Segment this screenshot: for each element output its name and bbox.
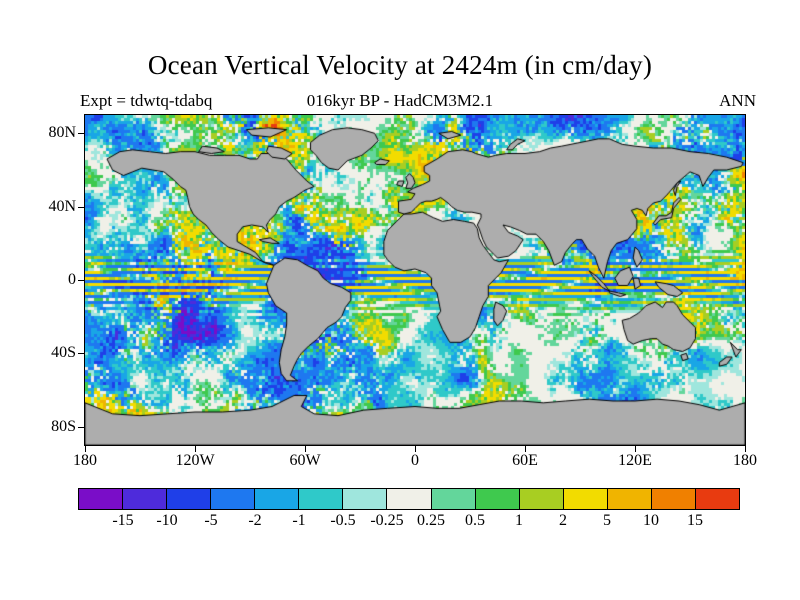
y-tick-label: 40N (48, 197, 76, 215)
colorbar-cell (211, 489, 256, 509)
colorbar-tick-label: -1 (292, 512, 306, 529)
colorbar-cell (475, 489, 520, 509)
colorbar-tick-label: 2 (559, 512, 567, 529)
experiment-label: Expt = tdwtq-tdabq (80, 91, 213, 110)
colorbar-tick-label: -10 (156, 512, 178, 529)
x-tick-label: 180 (733, 452, 757, 469)
colorbar-cell (431, 489, 476, 509)
colorbar-cell (255, 489, 300, 509)
season-label: ANN (719, 91, 756, 110)
y-tick-mark (78, 133, 84, 135)
colorbar-cell (387, 489, 432, 509)
map-canvas (85, 115, 745, 445)
map-frame (84, 114, 746, 446)
x-tick-label: 120E (618, 452, 652, 469)
colorbar-cell (343, 489, 388, 509)
colorbar-cell (695, 489, 739, 509)
y-tick-mark (78, 280, 84, 281)
colorbar-tick-label: 15 (687, 512, 703, 529)
colorbar-cell (607, 489, 652, 509)
x-tick-label: 0 (411, 452, 419, 469)
y-tick-label: 40S (51, 344, 76, 362)
colorbar-cell (79, 489, 124, 509)
colorbar-tick-label: -15 (112, 512, 134, 529)
y-tick-label: 80S (51, 417, 76, 435)
y-tick-label: 80N (48, 124, 76, 142)
colorbar-cell (563, 489, 608, 509)
colorbar-cell (651, 489, 696, 509)
colorbar-tick-label: -0.5 (330, 512, 356, 529)
x-tick-label: 180 (73, 452, 97, 469)
colorbar-tick-label: 0.5 (465, 512, 485, 529)
x-tick-label: 60E (512, 452, 538, 469)
y-tick-label: 0 (68, 271, 76, 288)
colorbar-tick-label: -0.25 (370, 512, 404, 529)
colorbar-tick-label: 5 (603, 512, 611, 529)
y-tick-mark (78, 426, 84, 428)
colorbar-cell (167, 489, 212, 509)
x-tick-mark (305, 446, 306, 452)
colorbar-cell (299, 489, 344, 509)
colorbar-tick-label: 1 (515, 512, 523, 529)
x-tick-mark (195, 446, 196, 452)
colorbar-tick-label: 10 (643, 512, 659, 529)
x-tick-label: 120W (175, 452, 215, 469)
colorbar-cell (123, 489, 168, 509)
x-tick-mark (85, 446, 86, 452)
colorbar (78, 488, 740, 510)
colorbar-tick-label: -5 (204, 512, 218, 529)
x-tick-mark (635, 446, 636, 452)
plot-title: Ocean Vertical Velocity at 2424m (in cm/… (147, 50, 653, 80)
x-tick-mark (745, 446, 746, 452)
y-tick-mark (78, 353, 84, 355)
colorbar-tick-label: 0.25 (417, 512, 445, 529)
x-tick-mark (415, 446, 416, 452)
x-tick-mark (525, 446, 526, 452)
x-tick-label: 60W (289, 452, 321, 469)
colorbar-tick-label: -2 (248, 512, 262, 529)
run-label: 016kyr BP - HadCM3M2.1 (306, 91, 494, 110)
colorbar-cell (519, 489, 564, 509)
y-tick-mark (78, 206, 84, 208)
